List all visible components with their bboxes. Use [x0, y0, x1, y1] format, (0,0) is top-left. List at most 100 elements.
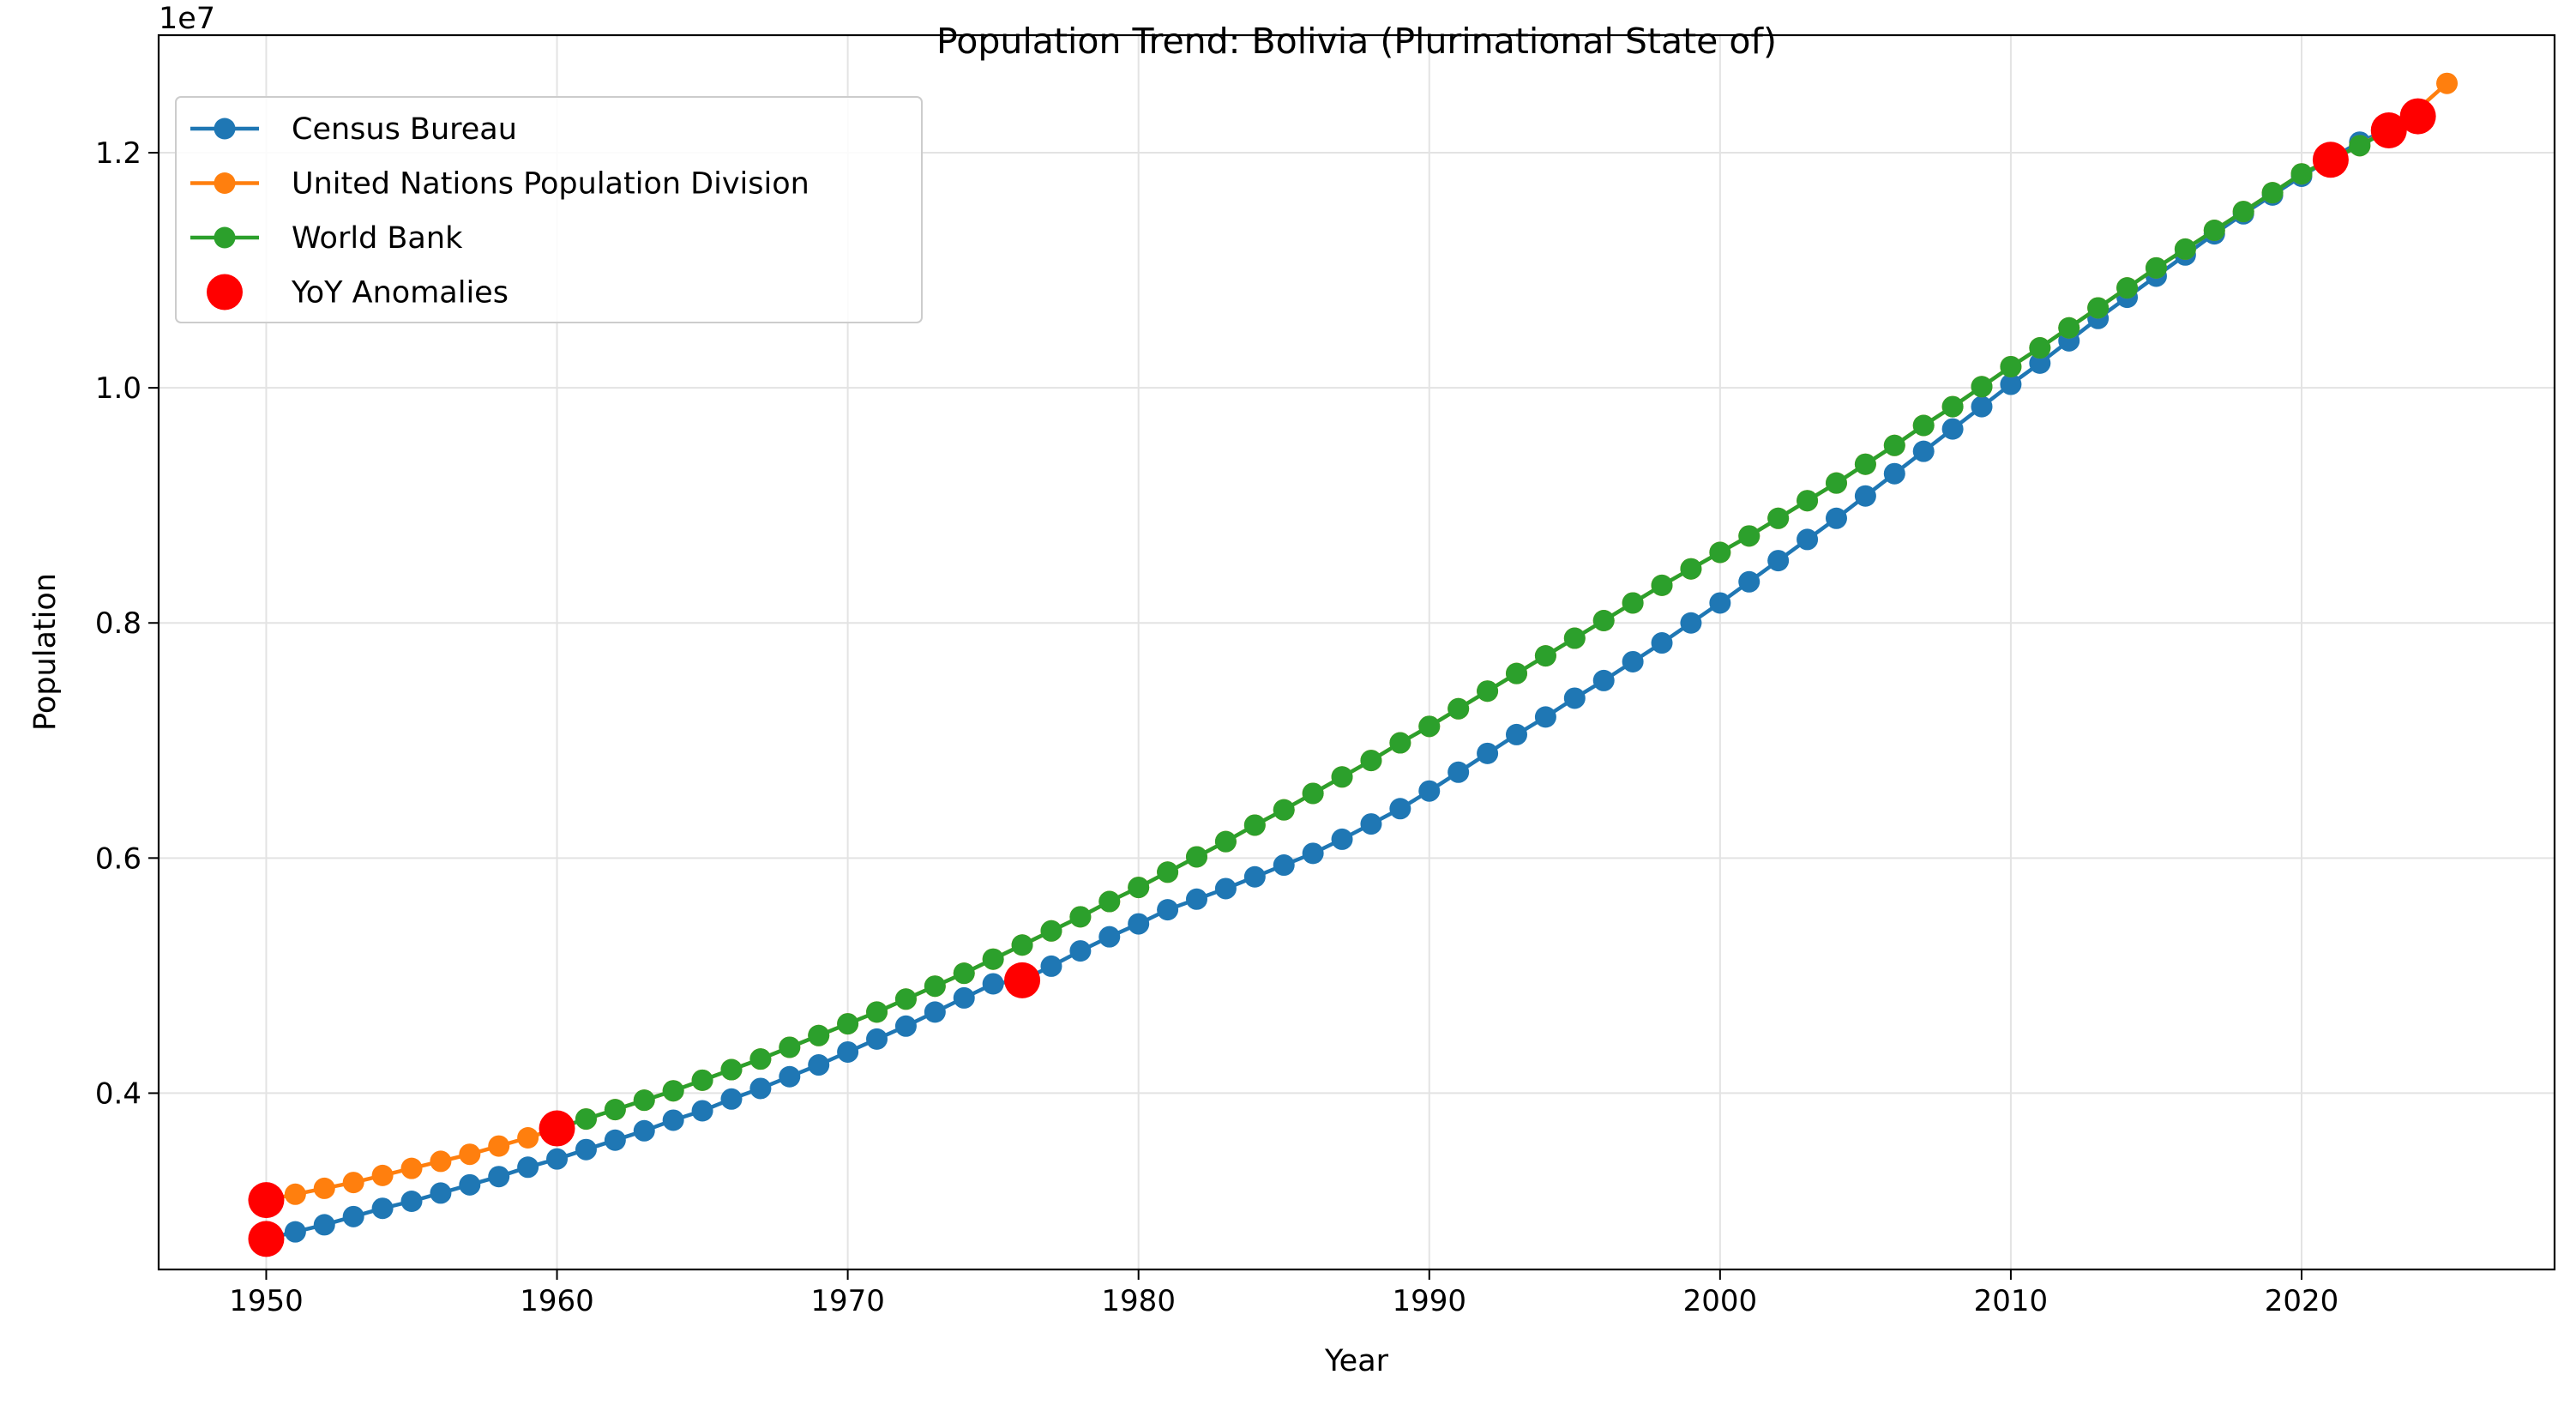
x-tick-label: 2000 — [1683, 1284, 1758, 1318]
y-axis-label: Population — [28, 573, 63, 731]
data-point — [1738, 570, 1760, 593]
data-point — [1709, 592, 1731, 614]
data-point — [720, 1088, 743, 1110]
data-point — [808, 1024, 830, 1046]
y-tick-label: 0.8 — [95, 606, 141, 641]
data-point — [546, 1148, 569, 1170]
data-point — [2436, 72, 2459, 94]
data-point — [1273, 799, 1295, 821]
data-point — [1243, 865, 1266, 888]
data-point — [837, 1040, 859, 1063]
y-tick-label: 1.2 — [95, 136, 141, 171]
data-point — [1447, 761, 1470, 783]
data-point — [488, 1166, 510, 1188]
data-point — [1941, 395, 1964, 418]
data-point — [2000, 373, 2022, 395]
legend-label: Census Bureau — [292, 112, 517, 147]
data-point — [400, 1157, 423, 1179]
data-point — [604, 1099, 626, 1121]
y-tick-label: 0.4 — [95, 1076, 141, 1111]
x-tick-label: 1970 — [810, 1284, 885, 1318]
anomaly-point — [248, 1182, 285, 1219]
data-point — [1069, 906, 1092, 928]
data-point — [1040, 955, 1062, 977]
plot-area-frame — [157, 33, 2556, 1271]
data-point — [1098, 890, 1121, 913]
y-tick-label: 1.0 — [95, 371, 141, 406]
data-point — [430, 1182, 452, 1204]
legend-label: YoY Anomalies — [291, 276, 509, 311]
data-point — [1941, 418, 1964, 440]
data-point — [1302, 782, 1324, 805]
data-point — [1854, 453, 1876, 475]
data-point — [1302, 842, 1324, 865]
legend-entry: World Bank — [190, 221, 463, 256]
data-point — [1912, 440, 1935, 462]
data-point — [517, 1127, 539, 1149]
x-tick-label: 1950 — [229, 1284, 304, 1318]
x-tick-label: 1980 — [1101, 1284, 1176, 1318]
data-point — [982, 973, 1004, 995]
data-point — [2000, 355, 2022, 377]
data-point — [1883, 434, 1905, 456]
data-point — [894, 1015, 917, 1037]
y-tick-label: 0.6 — [95, 841, 141, 876]
data-point — [1563, 627, 1586, 649]
legend-label: World Bank — [292, 221, 463, 256]
x-axis-ticks: 1950 1960 1970 1980 1990 2000 2010 2020 — [229, 1269, 2338, 1318]
data-point — [924, 1001, 946, 1023]
data-point — [342, 1205, 364, 1227]
data-point — [1331, 828, 1353, 850]
data-point — [1622, 650, 1644, 672]
data-point — [1709, 541, 1731, 564]
data-point — [430, 1150, 452, 1173]
legend-box — [175, 96, 923, 323]
data-point — [400, 1191, 423, 1213]
data-point — [575, 1108, 597, 1131]
legend-label: United Nations Population Division — [292, 167, 810, 202]
data-point — [1186, 846, 1208, 868]
data-point — [459, 1173, 481, 1196]
data-point — [1243, 814, 1266, 836]
anomaly-point — [2399, 98, 2436, 135]
data-point — [517, 1156, 539, 1179]
legend-point-marker — [207, 274, 243, 311]
data-point — [313, 1177, 335, 1199]
data-point — [1157, 899, 1179, 921]
x-tick-label: 2010 — [1974, 1284, 2049, 1318]
data-point — [1186, 888, 1208, 910]
data-point — [1767, 550, 1790, 572]
data-point — [1738, 525, 1760, 547]
data-point — [866, 1001, 888, 1023]
data-point — [1040, 920, 1062, 942]
data-point — [2174, 238, 2196, 260]
data-point — [1825, 472, 1847, 494]
data-point — [1592, 609, 1615, 631]
data-point — [749, 1048, 772, 1070]
anomaly-point — [1004, 962, 1041, 998]
data-point — [1505, 723, 1527, 745]
anomaly-point — [2370, 112, 2407, 149]
data-point — [1157, 861, 1179, 883]
data-point — [2232, 201, 2254, 223]
data-point — [1797, 490, 1819, 512]
legend-point-marker — [214, 172, 236, 194]
series-world-bank — [546, 119, 2400, 1140]
legend-entry: Census Bureau — [190, 112, 517, 147]
x-tick-label: 1960 — [520, 1284, 594, 1318]
anomaly-point — [2312, 142, 2349, 178]
data-point — [1680, 558, 1702, 580]
data-point — [342, 1172, 364, 1194]
data-point — [662, 1080, 684, 1102]
legend-entry: United Nations Population Division — [190, 167, 810, 202]
data-point — [2029, 337, 2051, 359]
data-point — [2087, 297, 2110, 319]
data-point — [837, 1013, 859, 1035]
data-point — [1214, 830, 1237, 853]
data-point — [1273, 854, 1295, 877]
data-point — [749, 1077, 772, 1100]
data-point — [2029, 352, 2051, 374]
data-point — [371, 1164, 394, 1186]
data-point — [1128, 877, 1150, 899]
data-point — [1592, 669, 1615, 691]
